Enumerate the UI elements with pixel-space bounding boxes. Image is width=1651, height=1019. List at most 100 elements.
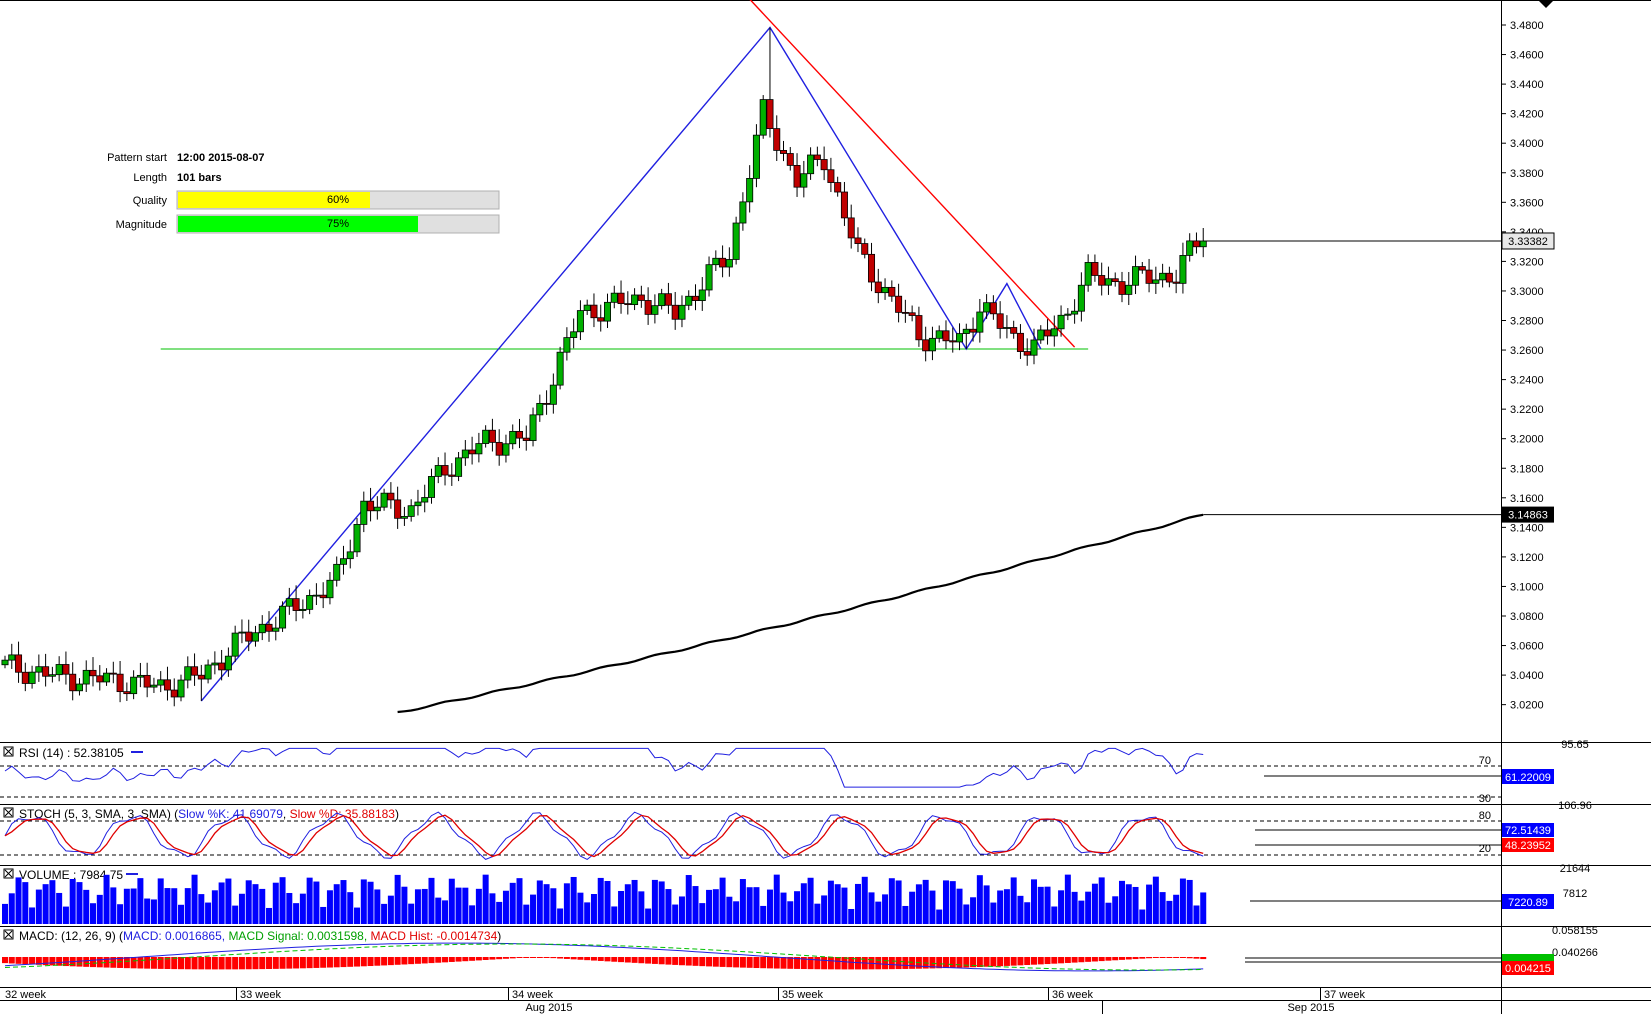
macd-hist-bar [794, 957, 801, 969]
bullish-candle [339, 558, 347, 565]
macd-hist-bar [1010, 957, 1017, 966]
volume-bar [719, 877, 726, 924]
volume-bar [381, 903, 388, 924]
volume-bar [435, 897, 442, 924]
bullish-candle [1159, 272, 1167, 281]
month-aug-label: Aug 2015 [525, 1002, 572, 1014]
bullish-candle [1104, 278, 1112, 286]
bearish-candle [495, 441, 503, 456]
pattern-zigzag-line [200, 26, 1042, 702]
volume-bar [272, 882, 279, 924]
macd-hist-bar [712, 957, 719, 967]
month-sep-label: Sep 2015 [1287, 1002, 1334, 1014]
bearish-candle [773, 128, 781, 151]
volume-bar [1085, 891, 1092, 924]
volume-bar [543, 884, 550, 924]
volume-top-label: 21644 [1560, 863, 1591, 875]
last-price-label: 3.33382 [1508, 236, 1548, 248]
bearish-candle [218, 662, 226, 671]
volume-bar [1118, 880, 1125, 924]
macd-hist-bar [563, 957, 570, 959]
macd-hist-bar [1078, 957, 1085, 963]
bullish-candle [1152, 279, 1160, 284]
macd-hist-bar [577, 957, 584, 960]
volume-bar [367, 881, 374, 924]
bearish-candle [319, 594, 327, 599]
scroll-marker-icon[interactable] [1538, 0, 1554, 8]
bullish-candle [536, 402, 544, 416]
macd-hist-bar [1058, 957, 1065, 964]
volume-bar [1024, 902, 1031, 924]
volume-bar [915, 884, 922, 924]
macd-value-box-a [1502, 954, 1554, 961]
volume-bar [198, 894, 205, 924]
bullish-candle [272, 627, 280, 632]
price-tick-label: 3.3600 [1510, 197, 1544, 209]
bullish-candle [306, 595, 314, 610]
macd-hist-bar [462, 957, 469, 962]
volume-bar [22, 882, 29, 924]
volume-bar [787, 901, 794, 924]
macd-hist-bar [1071, 957, 1078, 963]
macd-hist-bar [841, 957, 848, 970]
volume-bar [800, 883, 807, 924]
volume-bar [1159, 892, 1166, 924]
volume-bar [692, 886, 699, 924]
macd-hist-bar [1105, 957, 1112, 961]
volume-bar [658, 881, 665, 924]
quality-bar-fill [178, 192, 370, 208]
volume-bar [936, 909, 943, 924]
stoch-panel: STOCH (5, 3, SMA, 3, SMA) (Slow %K: 41.6… [0, 800, 1592, 860]
bullish-candle [509, 430, 517, 445]
macd-hist-text: MACD Hist: -0.0014734 [371, 929, 498, 943]
stoch-d-text: Slow %D: 35.88183 [290, 807, 396, 821]
macd-hist-bar [333, 957, 340, 968]
macd-hist-bar [340, 957, 347, 968]
price-tick-label: 3.1600 [1510, 493, 1544, 505]
bullish-candle [231, 632, 239, 657]
bearish-candle [597, 317, 605, 322]
volume-bar [631, 879, 638, 924]
bullish-candle [1071, 310, 1079, 315]
bearish-candle [1016, 332, 1024, 352]
macd-hist-bar [191, 957, 198, 970]
volume-bar [211, 890, 218, 924]
macd-hist-bar [1051, 957, 1058, 964]
macd-hist-bar [414, 957, 421, 964]
bullish-candle [177, 679, 185, 698]
price-tick-label: 3.4000 [1510, 138, 1544, 150]
macd-hist-bar [367, 957, 374, 967]
stoch-k-label: 72.51439 [1505, 825, 1551, 837]
rsi-panel: RSI (14) : 52.38105 95.65 70 30 61.22009 [0, 739, 1589, 805]
bearish-candle [515, 430, 523, 439]
macd-title: MACD: (12, 26, 9) (MACD: 0.0016865, MACD… [19, 929, 501, 943]
volume-bar [807, 877, 814, 924]
price-tick-label: 3.0800 [1510, 611, 1544, 623]
bearish-candle [868, 253, 876, 283]
bearish-candle [197, 674, 205, 680]
stoch-d-box [1502, 838, 1554, 852]
bullish-candle [807, 154, 815, 175]
bullish-candle [421, 497, 429, 503]
volume-bar [922, 879, 929, 924]
bullish-candle [962, 328, 970, 334]
volume-value-label: 7220.89 [1508, 897, 1548, 909]
bullish-candle [1084, 262, 1092, 286]
macd-hist-bar [1193, 957, 1200, 959]
bearish-candle [671, 304, 679, 320]
bearish-candle [1023, 351, 1031, 356]
macd-hist-bar [929, 957, 936, 969]
magnitude-label: Magnitude [116, 219, 167, 231]
bearish-candle [888, 286, 896, 297]
bullish-candle [502, 443, 510, 456]
macd-hist-bar [123, 957, 130, 969]
volume-bar [320, 906, 327, 924]
pattern-info-box: Pattern start 12:00 2015-08-07 Length 10… [107, 152, 500, 234]
volume-bar [875, 901, 882, 924]
macd-hist-bar [313, 957, 320, 968]
bullish-candle [312, 594, 320, 597]
price-tick-label: 3.4200 [1510, 109, 1544, 121]
bearish-candle [834, 182, 842, 193]
bearish-candle [15, 654, 23, 673]
